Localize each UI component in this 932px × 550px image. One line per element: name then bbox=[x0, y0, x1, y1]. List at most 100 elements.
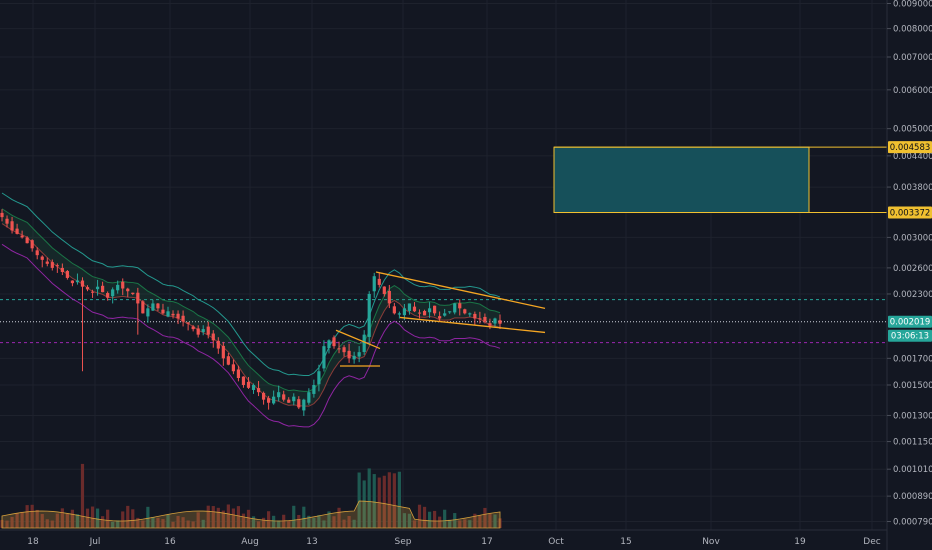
volume-bar bbox=[493, 514, 497, 528]
candle-body bbox=[392, 306, 396, 314]
countdown-label: 03:06:13 bbox=[891, 332, 929, 342]
volume-bar bbox=[397, 471, 401, 528]
volume-bar bbox=[221, 510, 225, 528]
candle-body bbox=[377, 278, 381, 285]
volume-bar bbox=[387, 472, 391, 528]
volume-bar bbox=[90, 506, 95, 528]
candle-body bbox=[277, 392, 281, 398]
volume-bar bbox=[453, 513, 457, 528]
trendline[interactable] bbox=[399, 316, 546, 334]
ichimoku-span-a bbox=[1, 208, 501, 392]
candle-body bbox=[387, 290, 391, 304]
time-axis[interactable]: 18 Jul 16 Aug 13 Sep 17 Oct 15 Nov 19 Dec bbox=[27, 537, 880, 547]
volume-bar bbox=[40, 513, 44, 528]
candle-body bbox=[0, 212, 4, 218]
ichimoku-span-b bbox=[1, 223, 501, 407]
volume-bar bbox=[417, 504, 422, 528]
candle-body bbox=[25, 237, 29, 244]
candle-body bbox=[201, 329, 205, 333]
volume-bar bbox=[45, 519, 49, 528]
volume-bar bbox=[50, 520, 54, 528]
volume-bar bbox=[292, 505, 296, 528]
candle-body bbox=[186, 322, 190, 324]
volume-bar bbox=[75, 514, 80, 528]
volume-bar bbox=[136, 517, 140, 528]
volume-bar bbox=[302, 506, 306, 528]
y-tick-label: 0.003800 bbox=[893, 183, 932, 193]
candle-body bbox=[216, 340, 220, 349]
candle-body bbox=[261, 392, 266, 400]
candle-body bbox=[211, 333, 215, 341]
volume-bar bbox=[206, 505, 210, 528]
price-tag bbox=[888, 141, 932, 154]
y-tick-label: 0.000790 bbox=[893, 518, 932, 528]
trendline[interactable] bbox=[375, 271, 546, 309]
volume-bar bbox=[181, 517, 185, 528]
candle-body bbox=[256, 388, 261, 393]
x-tick-label: Aug bbox=[241, 537, 259, 547]
candle-body bbox=[85, 287, 90, 290]
volume-bar bbox=[15, 513, 19, 528]
candle-body bbox=[478, 318, 482, 320]
candle-body bbox=[427, 308, 432, 313]
candle-body bbox=[156, 303, 160, 309]
volume-bar bbox=[241, 513, 246, 528]
candle-body bbox=[246, 381, 251, 388]
volume-bar bbox=[106, 509, 110, 528]
volume-bar bbox=[55, 513, 59, 528]
candle-body bbox=[337, 348, 341, 350]
candle-body bbox=[106, 293, 110, 298]
candle-body bbox=[161, 309, 165, 314]
target-zone bbox=[553, 146, 887, 214]
volume-bar bbox=[402, 513, 407, 528]
volume-bar bbox=[317, 515, 321, 528]
candle-body bbox=[10, 221, 14, 231]
x-tick-label: 13 bbox=[306, 537, 317, 547]
volume-bar bbox=[191, 521, 195, 528]
x-tick-label: Oct bbox=[548, 537, 564, 547]
y-tick-label: 0.001300 bbox=[893, 411, 932, 421]
candle-body bbox=[297, 399, 301, 408]
candle-body bbox=[196, 328, 200, 335]
candle-body bbox=[141, 301, 145, 314]
candle-body bbox=[121, 281, 125, 289]
x-tick-label: 15 bbox=[620, 537, 631, 547]
volume-bar bbox=[176, 515, 180, 528]
price-axis[interactable]: 0.009000 0.008000 0.007000 0.006000 0.005000… bbox=[887, 0, 932, 528]
volume-bar bbox=[25, 505, 29, 528]
candle-body bbox=[146, 308, 150, 317]
volume-bar bbox=[297, 514, 301, 528]
candle-body bbox=[45, 261, 49, 264]
volume-bar bbox=[332, 516, 336, 528]
x-tick-label: Jul bbox=[89, 537, 101, 547]
candle-body bbox=[438, 316, 442, 319]
volume-ma-area bbox=[1, 500, 501, 529]
candle-body bbox=[55, 265, 59, 267]
candle-body bbox=[206, 326, 210, 335]
candle-body bbox=[75, 280, 80, 283]
y-tick-label: 0.001500 bbox=[893, 381, 932, 391]
candle-body bbox=[282, 394, 286, 400]
volume-bar bbox=[101, 516, 105, 528]
trendline[interactable] bbox=[335, 329, 381, 350]
candle-body bbox=[372, 276, 376, 292]
candle-body bbox=[347, 350, 351, 359]
volume-bar bbox=[427, 511, 432, 528]
y-tick-label: 0.006000 bbox=[893, 86, 932, 96]
volume-bar bbox=[226, 504, 230, 528]
volume-bar bbox=[65, 513, 69, 528]
candle-body bbox=[407, 303, 412, 311]
y-tick-label: 0.005000 bbox=[893, 125, 932, 135]
candle-body bbox=[483, 316, 487, 322]
y-tick-label: 0.008000 bbox=[893, 25, 932, 35]
volume-bar bbox=[126, 505, 130, 528]
candle-body bbox=[65, 271, 69, 278]
x-tick-label: Dec bbox=[863, 537, 880, 547]
volume-bar bbox=[392, 473, 396, 528]
volume-bar bbox=[488, 513, 492, 528]
y-tick-label: 0.000890 bbox=[893, 492, 932, 502]
y-tick-label: 0.001700 bbox=[893, 354, 932, 364]
candle-body bbox=[136, 292, 140, 304]
